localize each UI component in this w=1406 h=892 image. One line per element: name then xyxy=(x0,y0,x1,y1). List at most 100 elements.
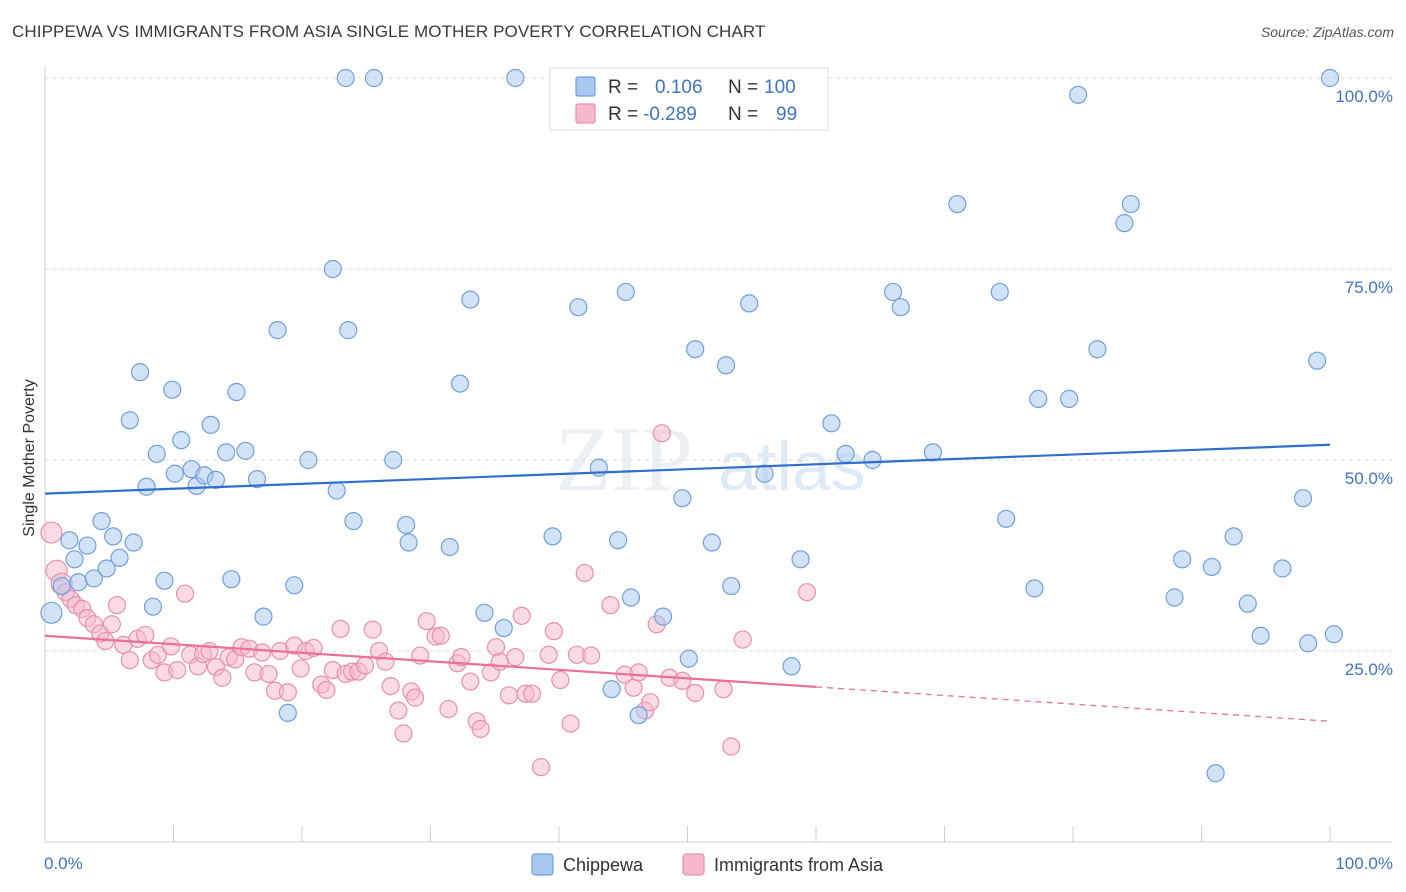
immigrants-asia-point xyxy=(439,699,458,719)
y-tick-label: 75.0% xyxy=(1345,278,1393,297)
immigrants-asia-point xyxy=(641,693,660,712)
immigrants-asia-point xyxy=(582,646,601,665)
chippewa-point xyxy=(40,601,63,624)
legend-r-value: -0.289 xyxy=(643,104,697,125)
watermark-zip: ZIP xyxy=(555,408,693,510)
chippewa-point xyxy=(1121,194,1140,214)
immigrants-asia-point xyxy=(389,701,408,720)
immigrants-asia-point xyxy=(148,645,168,664)
immigrants-asia-point xyxy=(629,663,648,682)
chippewa-point xyxy=(336,68,355,88)
chippewa-point xyxy=(997,509,1016,528)
chippewa-point xyxy=(948,194,967,214)
chippewa-point xyxy=(440,537,459,557)
immigrants-asia-point xyxy=(452,648,471,667)
chippewa-point xyxy=(673,489,692,508)
immigrants-asia-point xyxy=(213,668,232,687)
chippewa-point xyxy=(1324,625,1343,644)
chippewa-point xyxy=(384,450,403,470)
chippewa-point xyxy=(1299,634,1318,653)
immigrants-asia-point xyxy=(490,652,509,671)
source-label: Source: ZipAtlas.com xyxy=(1260,24,1394,40)
chippewa-point xyxy=(217,443,236,462)
chippewa-point xyxy=(124,533,143,552)
immigrants-asia-point xyxy=(376,652,395,671)
chippewa-point xyxy=(543,527,562,546)
data-points xyxy=(40,68,1343,783)
chippewa-point xyxy=(569,298,588,317)
chippewa-point xyxy=(686,340,705,359)
chippewa-point xyxy=(110,548,129,567)
immigrants-asia-point xyxy=(161,637,181,656)
immigrants-asia-point xyxy=(461,672,480,691)
chippewa-point xyxy=(863,450,882,470)
series-legend: Chippewa Immigrants from Asia xyxy=(531,853,884,876)
chippewa-point xyxy=(227,382,246,402)
immigrants-asia-point xyxy=(714,680,733,699)
chippewa-point xyxy=(65,550,84,569)
immigrants-asia-point xyxy=(686,683,705,703)
immigrants-asia-point xyxy=(317,680,336,700)
immigrants-asia-point xyxy=(253,643,272,662)
chippewa-point xyxy=(92,512,111,531)
immigrants-asia-point xyxy=(394,724,413,743)
chippewa-point xyxy=(891,298,910,317)
chippewa-point xyxy=(782,657,801,676)
immigrants-asia-point xyxy=(561,714,580,733)
immigrants-asia-point xyxy=(331,619,350,638)
legend-r-value: 0.106 xyxy=(655,77,703,98)
chippewa-point xyxy=(923,443,943,462)
immigrants-asia-point xyxy=(259,664,278,684)
chippewa-trend-line xyxy=(44,443,1331,495)
legend-r-label: R = xyxy=(608,104,638,125)
chippewa-point xyxy=(450,374,470,393)
chippewa-point xyxy=(1251,626,1270,645)
immigrants-asia-point xyxy=(652,424,671,443)
immigrants-asia-point xyxy=(291,659,310,678)
bottom-legend-chippewa: Chippewa xyxy=(563,855,644,875)
chippewa-point xyxy=(990,282,1009,302)
legend-n-value: 99 xyxy=(776,104,797,125)
chippewa-point xyxy=(137,477,156,496)
immigrants-asia-point xyxy=(168,660,187,680)
chippewa-point xyxy=(1238,594,1257,613)
chippewa-point xyxy=(130,363,150,382)
immigrants-asia-point xyxy=(278,683,297,702)
chippewa-point xyxy=(327,481,346,500)
y-tick-label: 25.0% xyxy=(1345,660,1393,679)
immigrants-asia-point xyxy=(551,670,570,690)
chippewa-point xyxy=(222,570,241,589)
immigrants-asia-point xyxy=(733,630,752,649)
chippewa-point xyxy=(163,380,182,399)
chippewa-point xyxy=(1088,340,1107,359)
chippewa-point xyxy=(1224,527,1243,546)
chippewa-point xyxy=(201,415,220,434)
correlation-legend: R = 0.106 N = 100 R = -0.289 N = 99 xyxy=(549,67,829,131)
bottom-legend-swatch-immigrants-asia xyxy=(682,853,705,876)
chippewa-point xyxy=(1308,351,1327,370)
immigrants-asia-point xyxy=(381,677,400,696)
chippewa-point xyxy=(236,441,255,460)
immigrants-asia-point xyxy=(722,737,741,756)
chippewa-point xyxy=(143,597,163,616)
chippewa-point xyxy=(120,411,139,430)
chippewa-point xyxy=(1060,389,1079,408)
chippewa-point xyxy=(399,533,418,552)
chippewa-point xyxy=(165,464,184,483)
immigrants-asia-point xyxy=(431,626,450,645)
immigrants-asia-point xyxy=(673,671,692,690)
chippewa-point xyxy=(364,68,384,88)
immigrants-asia-point xyxy=(107,596,127,615)
bottom-legend-immigrants-asia: Immigrants from Asia xyxy=(714,855,884,875)
immigrants-asia-trend-extension xyxy=(815,686,1331,722)
immigrants-asia-point xyxy=(499,686,518,705)
chippewa-point xyxy=(344,512,363,531)
immigrants-asia-trend-line xyxy=(44,634,817,689)
chippewa-point xyxy=(629,706,648,725)
chippewa-point xyxy=(254,607,273,626)
immigrants-asia-point xyxy=(575,563,594,583)
legend-box xyxy=(549,67,829,131)
chippewa-point xyxy=(155,571,174,590)
y-axis-title: Single Mother Poverty xyxy=(21,379,38,536)
